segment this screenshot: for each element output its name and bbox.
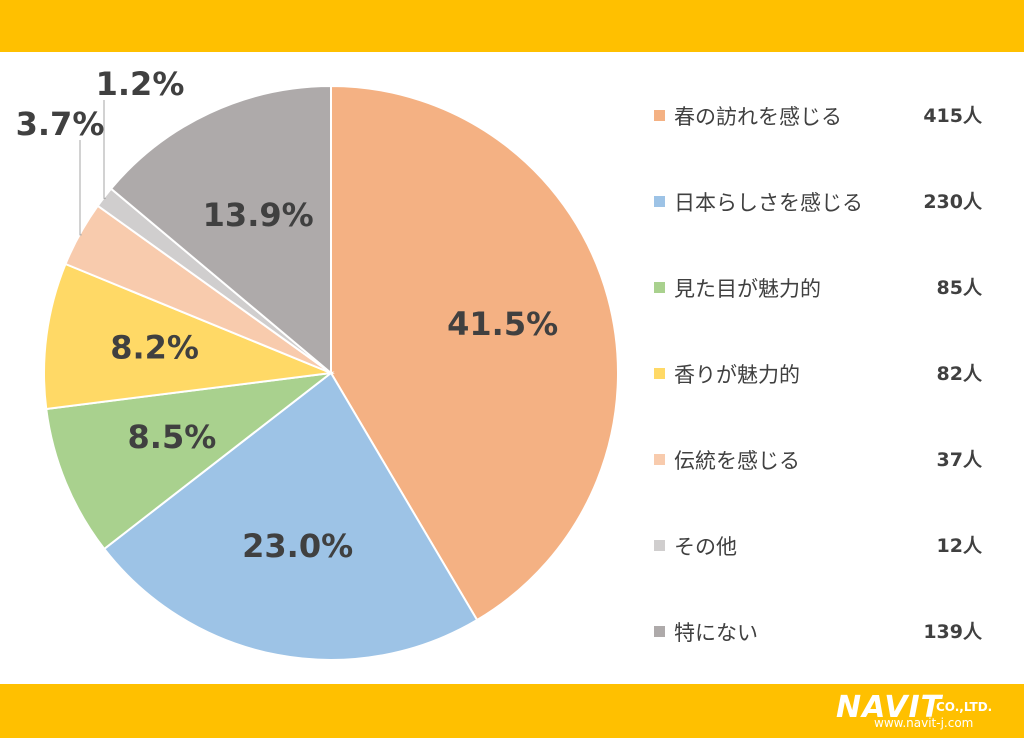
legend-swatch: [654, 540, 665, 551]
bottom-banner: [0, 684, 1024, 738]
legend-count: 85人: [936, 277, 982, 299]
legend-count: 12人: [936, 535, 982, 557]
legend-swatch: [654, 626, 665, 637]
legend-count: 139人: [923, 621, 982, 643]
legend: 春の訪れを感じる 415人 日本らしさを感じる 230人 見た目が魅力的 85人…: [652, 96, 992, 698]
legend-item: その他 12人: [652, 526, 992, 612]
legend-item: 特にない 139人: [652, 612, 992, 698]
legend-label: 春の訪れを感じる: [674, 105, 842, 129]
pie-slice: [43, 262, 335, 411]
logo-url: www.navit-j.com: [874, 716, 974, 730]
legend-label: 見た目が魅力的: [674, 277, 821, 301]
legend-item: 香りが魅力的 82人: [652, 354, 992, 440]
pie-chart: 41.5% 23.0% 8.5% 8.2% 3.7%1.2% 13.9%: [16, 65, 619, 661]
legend-swatch: [654, 454, 665, 465]
slice-percent-label: 41.5%: [447, 305, 558, 343]
slice-percent-label: 8.2%: [110, 329, 199, 367]
legend-count: 230人: [923, 191, 982, 213]
legend-swatch: [654, 368, 665, 379]
slice-percent-label: 1.2%: [96, 65, 185, 103]
legend-count: 37人: [936, 449, 982, 471]
pie-slice: [45, 371, 335, 551]
legend-label: 日本らしさを感じる: [674, 191, 863, 215]
slice-percent-label: 3.7%: [16, 105, 105, 143]
legend-swatch: [654, 110, 665, 121]
legend-count: 82人: [936, 363, 982, 385]
pie-slice: [330, 84, 619, 622]
legend-label: 伝統を感じる: [674, 449, 800, 473]
legend-item: 春の訪れを感じる 415人: [652, 96, 992, 182]
logo-suffix: CO.,LTD.: [936, 700, 993, 714]
pie-slice: [109, 84, 332, 376]
legend-item: 伝統を感じる 37人: [652, 440, 992, 526]
legend-swatch: [654, 282, 665, 293]
navit-logo: NAVIT CO.,LTD. www.navit-j.com: [836, 690, 1016, 734]
legend-label: 香りが魅力的: [674, 363, 800, 387]
slice-percent-label: 8.5%: [128, 418, 217, 456]
logo-name: NAVIT: [836, 690, 943, 725]
legend-label: 特にない: [674, 621, 758, 645]
top-banner: [0, 0, 1024, 52]
leader-line: [103, 100, 106, 199]
pie-slice: [102, 371, 479, 661]
slice-percent-label: 23.0%: [242, 527, 353, 565]
slice-percent-label: 13.9%: [203, 196, 314, 234]
legend-swatch: [654, 196, 665, 207]
legend-item: 見た目が魅力的 85人: [652, 268, 992, 354]
legend-item: 日本らしさを感じる 230人: [652, 182, 992, 268]
legend-label: その他: [674, 535, 737, 559]
legend-count: 415人: [923, 105, 982, 127]
leader-line: [79, 140, 82, 236]
